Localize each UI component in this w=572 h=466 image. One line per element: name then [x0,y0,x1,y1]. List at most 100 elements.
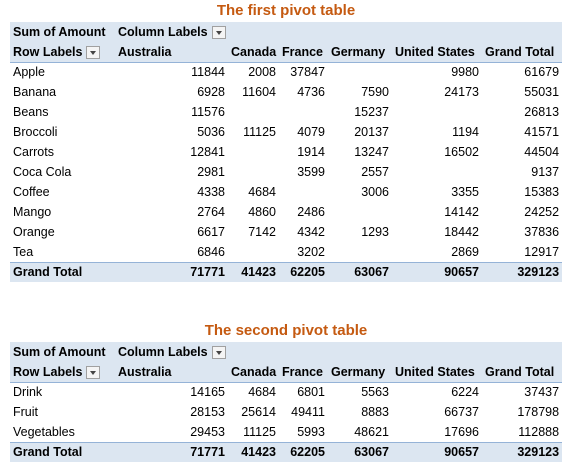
value-cell [279,182,328,202]
table-body: Sum of Amount Column Labels Row Labels Aust… [10,22,563,282]
value-cell: 1914 [297,145,325,159]
column-header: Grand Total [482,42,563,63]
data-row: Orange 6617 7142 4342 1293 18442 37836 [10,222,562,242]
value-cell: 90657 [392,441,482,462]
value-cell [228,142,279,162]
value-cell: 4342 [297,225,325,239]
grand-total-row: Grand Total 71771 41423 62205 63067 90657 3291… [10,261,563,282]
value-cell: 3202 [297,244,325,259]
value-cell: 6846 [197,244,225,259]
filter-dropdown[interactable] [86,45,101,59]
value-cell: 17696 [444,424,479,439]
value-cell: 3355 [451,185,479,199]
value-cell [228,242,279,262]
value-cell: 4338 [197,185,225,199]
row-label: Tea [13,244,34,259]
table-body: Sum of Amount Column Labels Row Labels Aust… [10,342,563,462]
value-cell: 4684 [248,385,276,400]
value-cell: 4736 [297,85,325,99]
column-header: Canada [228,362,279,383]
value-cell: 63067 [328,261,392,282]
data-row: Tea 6846 3202 2869 12917 [10,242,562,262]
data-row: Beans 11576 15237 26813 [10,102,562,122]
value-cell: 178798 [517,405,560,419]
value-cell: 4860 [248,205,276,219]
data-row: Vegetables 29453 11125 5993 48621 17696 112888 [10,422,562,442]
value-cell: 11125 [243,125,276,139]
column-header: Grand Total [482,362,563,383]
value-cell: 11576 [191,105,225,119]
column-header: Australia [115,42,228,63]
value-cell: 5036 [197,125,225,139]
value-cell: 15237 [354,105,389,119]
data-row: Drink 14165 4684 6801 5563 6224 37437 [10,382,562,402]
value-cell: 4079 [297,125,325,139]
value-cell: 6617 [197,225,225,239]
value-cell: 15383 [524,185,560,199]
value-cell: 63067 [328,441,392,462]
value-cell: 66737 [444,405,479,419]
value-cell: 9137 [531,165,560,179]
header-row: Sum of Amount Column Labels [10,22,563,42]
value-cell: 5563 [361,385,389,400]
value-cell: 9980 [451,65,479,80]
row-label: Coffee [13,185,50,199]
value-cell: 14142 [444,205,479,219]
filter-dropdown[interactable] [86,365,101,379]
value-cell: 14165 [190,385,225,400]
value-cell: 11844 [191,65,225,80]
value-cell: 3599 [297,165,325,179]
value-cell: 2008 [248,65,276,80]
value-cell: 28153 [190,405,225,419]
value-cell: 2486 [297,205,325,219]
value-cell: 2557 [361,165,389,179]
row-label: Beans [13,105,49,119]
corner-label: Sum of Amount [10,22,115,42]
row-labels-header: Row Labels [10,362,115,383]
filter-dropdown[interactable] [211,26,226,40]
value-cell [228,102,279,122]
value-cell: 71771 [115,261,228,282]
value-cell: 329123 [482,261,563,282]
value-cell: 41423 [228,441,279,462]
value-cell: 71771 [115,441,228,462]
column-header: Australia [115,362,228,383]
value-cell [328,202,392,222]
data-row: Mango 2764 4860 2486 14142 24252 [10,202,562,222]
header-row: Row Labels Australia Canada France Germany Un… [10,42,563,63]
value-cell: 5993 [297,424,325,439]
filter-dropdown[interactable] [211,346,226,360]
data-row: Apple 11844 2008 37847 9980 61679 [10,62,562,82]
pivot-table: Sum of Amount Column Labels Row Labels Aust… [10,342,563,462]
value-cell [392,162,482,182]
value-cell: 2869 [451,244,479,259]
header-row: Sum of Amount Column Labels [10,342,563,362]
value-cell: 49411 [291,405,325,419]
column-labels: Column Labels [118,24,208,39]
table-title: The second pivot table [204,322,368,339]
row-labels: Row Labels [13,44,83,59]
row-label: Coca Cola [13,165,72,179]
value-cell: 7142 [248,225,276,239]
value-cell: 112888 [518,424,560,439]
value-cell: 25614 [241,405,276,419]
row-label: Orange [13,225,55,239]
corner-label: Sum of Amount [10,342,115,362]
column-header: Germany [328,362,392,383]
value-cell: 37847 [290,65,325,80]
grand-total-row: Grand Total 71771 41423 62205 63067 90657 3291… [10,441,563,462]
value-cell: 20137 [354,125,389,139]
value-cell [228,162,279,182]
value-cell [328,242,392,262]
value-cell: 12841 [190,145,225,159]
value-cell: 44504 [524,145,560,159]
row-label: Banana [13,85,57,99]
value-cell [279,102,328,122]
value-cell: 4684 [248,185,276,199]
row-label: Carrots [13,145,54,159]
data-row: Fruit 28153 25614 49411 8883 66737 178798 [10,402,562,422]
column-header: Germany [328,42,392,63]
value-cell: 37437 [524,385,560,400]
data-row: Broccoli 5036 11125 4079 20137 1194 41571 [10,122,562,142]
